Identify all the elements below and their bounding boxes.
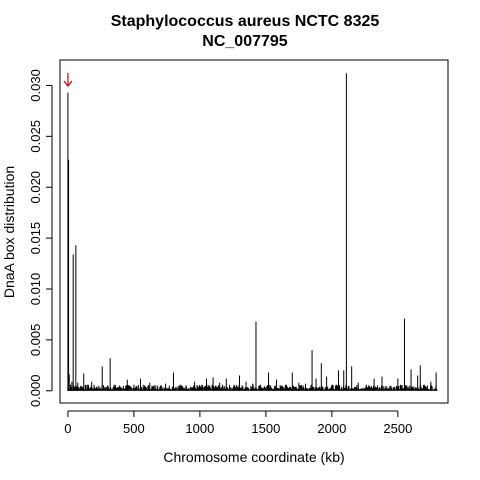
y-tick-label: 0.000 [28, 375, 43, 408]
plot-box [59, 59, 449, 404]
x-axis: 0 500 1000 1500 2000 2500 [64, 410, 412, 436]
chart-title: Staphylococcus aureus NCTC 8325 [111, 13, 380, 30]
x-tick-label: 2500 [383, 421, 412, 436]
y-tick-label: 0.005 [28, 324, 43, 357]
red-arrow-icon [63, 80, 73, 87]
y-axis: 0.000 0.005 0.010 0.015 0.020 0.025 0.030 [28, 69, 53, 408]
y-tick-label: 0.010 [28, 273, 43, 306]
y-tick-label: 0.030 [28, 69, 43, 102]
y-tick-label: 0.020 [28, 171, 43, 204]
y-axis-title: DnaA box distribution [1, 166, 17, 298]
x-tick-label: 1000 [185, 421, 214, 436]
x-tick-label: 2000 [317, 421, 346, 436]
x-tick-label: 500 [123, 421, 145, 436]
y-tick-label: 0.015 [28, 222, 43, 255]
chart-subtitle: NC_007795 [202, 33, 288, 50]
bars-layer [67, 73, 437, 391]
x-tick-label: 0 [64, 421, 71, 436]
y-tick-label: 0.025 [28, 120, 43, 153]
x-tick-label: 1500 [251, 421, 280, 436]
x-axis-title: Chromosome coordinate (kb) [163, 449, 344, 465]
annotation-layer [63, 73, 73, 87]
noise-layer [67, 384, 438, 391]
